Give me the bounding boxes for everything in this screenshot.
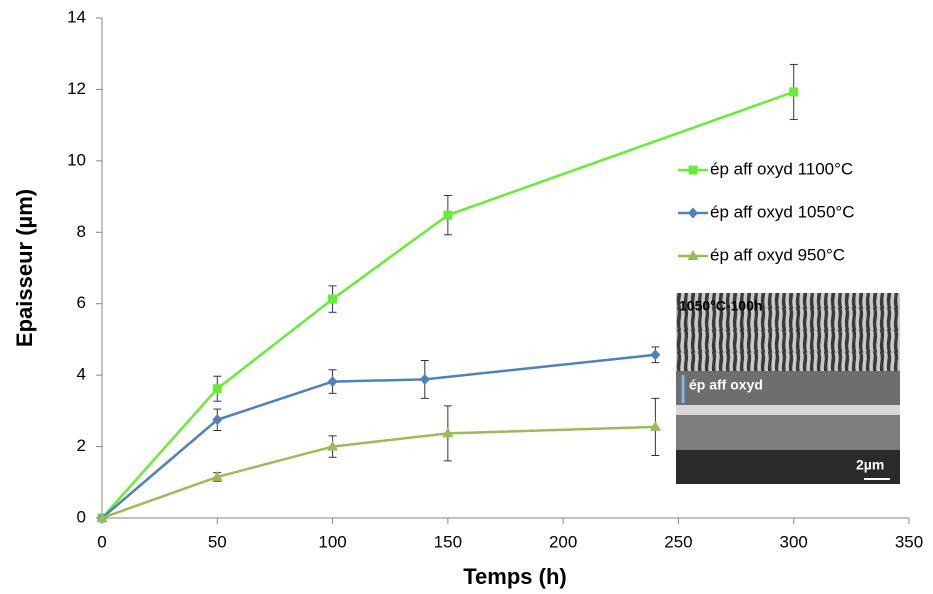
series-line [101, 425, 656, 520]
marker [327, 440, 339, 451]
marker [687, 250, 699, 260]
marker [688, 207, 698, 219]
x-tick-label: 300 [780, 532, 808, 551]
x-axis-title: Temps (h) [463, 564, 566, 589]
y-tick-label: 12 [67, 79, 86, 98]
legend-label: ép aff oxyd 1050°C [710, 202, 854, 221]
marker [212, 414, 223, 426]
x-tick-label: 250 [664, 532, 692, 551]
x-tick-label: 350 [895, 532, 923, 551]
marker [789, 87, 799, 97]
marker [96, 512, 108, 522]
marker [327, 376, 338, 388]
inset-image: 1050°C-100h ép aff oxyd 2µm [676, 293, 900, 484]
marker [649, 420, 661, 431]
marker [419, 373, 430, 385]
marker [650, 349, 661, 361]
marker [442, 427, 454, 438]
marker [212, 384, 222, 394]
y-tick-label: 4 [77, 365, 86, 384]
y-axis-title: Epaisseur (µm) [12, 189, 37, 347]
x-tick-label: 50 [208, 532, 227, 551]
inset-annotation: ép aff oxyd [689, 377, 763, 393]
y-tick-label: 0 [77, 507, 86, 526]
legend-label: ép aff oxyd 1100°C [710, 159, 853, 178]
series-line [101, 353, 656, 519]
inset-scale: 2µm [856, 457, 884, 473]
x-tick-label: 200 [549, 532, 577, 551]
y-tick-label: 8 [77, 222, 86, 241]
marker [688, 165, 698, 175]
marker [328, 294, 338, 304]
x-tick-label: 150 [434, 532, 462, 551]
marker [443, 210, 453, 220]
x-tick-label: 100 [318, 532, 346, 551]
y-tick-label: 6 [77, 293, 86, 312]
inset-label: 1050°C-100h [679, 298, 762, 314]
y-tick-label: 14 [67, 7, 86, 26]
marker [211, 470, 223, 481]
y-tick-label: 2 [77, 436, 86, 455]
legend-label: ép aff oxyd 950°C [710, 245, 845, 264]
y-tick-label: 10 [67, 150, 86, 169]
x-tick-label: 0 [97, 532, 106, 551]
